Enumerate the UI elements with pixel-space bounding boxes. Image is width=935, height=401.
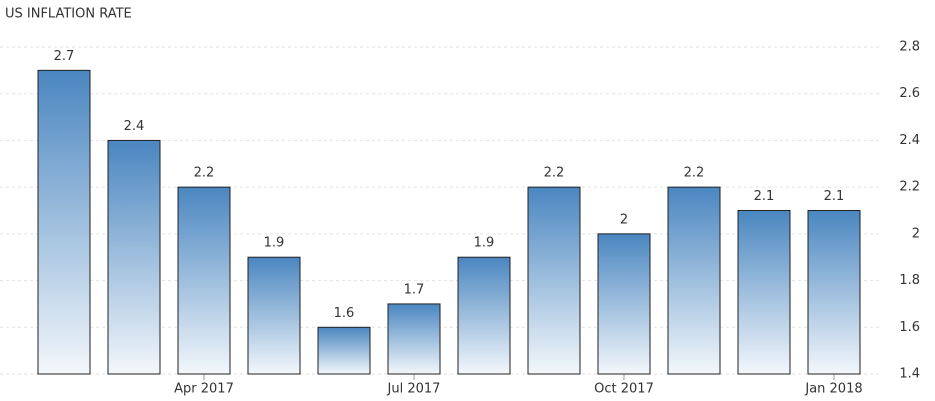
y-tick-label: 2.4 xyxy=(899,133,920,148)
bar xyxy=(597,233,651,375)
value-label: 1.9 xyxy=(474,236,495,251)
x-tick-label: Jul 2017 xyxy=(387,382,441,397)
bar xyxy=(667,186,721,375)
value-label: 2.2 xyxy=(194,166,215,181)
y-tick-label: 2.8 xyxy=(899,40,920,55)
value-label: 1.9 xyxy=(264,236,285,251)
bar xyxy=(737,210,791,375)
bar xyxy=(317,326,371,375)
y-tick-label: 1.8 xyxy=(899,273,920,288)
y-tick-label: 1.4 xyxy=(899,367,920,382)
bar xyxy=(177,186,231,375)
value-label: 2.4 xyxy=(124,119,145,134)
chart-title: US INFLATION RATE xyxy=(5,7,132,22)
bar xyxy=(37,69,91,375)
x-tick-label: Jan 2018 xyxy=(804,382,862,397)
y-tick-label: 2 xyxy=(912,226,920,241)
x-tick-label: Oct 2017 xyxy=(594,382,654,397)
value-label: 2.1 xyxy=(754,189,775,204)
bar xyxy=(807,210,861,375)
bar xyxy=(387,303,441,375)
y-tick-label: 2.2 xyxy=(899,180,920,195)
y-tick-label: 2.6 xyxy=(899,86,920,101)
bar xyxy=(457,256,511,375)
y-tick-label: 1.6 xyxy=(899,320,920,335)
value-label: 2.2 xyxy=(684,166,705,181)
value-label: 2 xyxy=(620,212,628,227)
value-label: 2.1 xyxy=(824,189,845,204)
bar xyxy=(527,186,581,375)
bar xyxy=(247,256,301,375)
x-tick-label: Apr 2017 xyxy=(174,382,234,397)
value-label: 1.6 xyxy=(334,306,355,321)
bar xyxy=(107,139,161,375)
value-label: 1.7 xyxy=(404,282,425,297)
value-label: 2.2 xyxy=(544,166,565,181)
value-label: 2.7 xyxy=(54,49,75,64)
